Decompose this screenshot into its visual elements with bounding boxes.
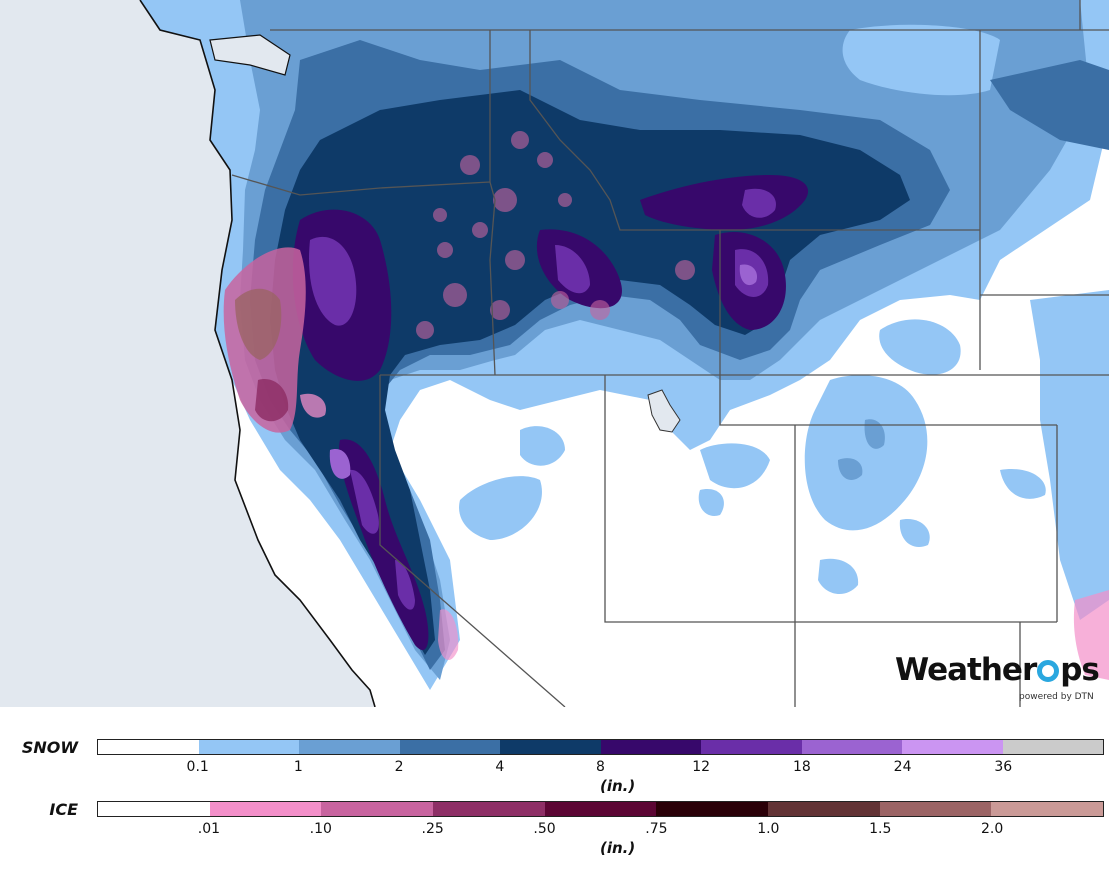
snow-legend-tick-label: 36 [994, 759, 1013, 775]
ice-legend-tick-label: 1.0 [757, 821, 780, 837]
ice-legend-tick-label: .50 [533, 821, 556, 837]
weatherops-logo: Weather ps powered by DTN [893, 652, 1105, 707]
snow-legend-cell [98, 740, 199, 754]
ice-legend-cell [209, 802, 322, 816]
state-borders [231, 0, 1109, 707]
ice-legend-cell [879, 802, 992, 816]
ice-legend-tick-label: 2.0 [980, 821, 1004, 837]
snow-legend-tick-label: 24 [893, 759, 912, 775]
snow-4-8-region [270, 90, 910, 655]
precip-map [0, 0, 1109, 707]
logo-powered-by: powered by DTN [1019, 692, 1094, 702]
map-panel: Weather ps powered by DTN [0, 0, 1109, 707]
ice-legend-bar [97, 801, 1104, 817]
logo-text-suffix: ps [1060, 652, 1100, 688]
snow-legend-cell [1002, 740, 1103, 754]
snow-legend-cell [198, 740, 299, 754]
ice-legend-cell [433, 802, 545, 816]
puget-sound [209, 34, 291, 76]
ice-scatter [416, 131, 695, 339]
ice-legend-cell [656, 802, 769, 816]
snow-legend-tick-label: 18 [792, 759, 811, 775]
snow-legend-cell [399, 740, 500, 754]
snow-legend-tick-label: 2 [394, 759, 404, 775]
snow-legend-cell [701, 740, 802, 754]
snow-legend-cell [299, 740, 400, 754]
ice-legend-cell [991, 802, 1104, 816]
logo-wordmark: Weather ps [895, 652, 1100, 688]
snow-18-24-region [329, 264, 758, 479]
snow-legend-bar [97, 739, 1104, 755]
snow-unit-label: (in.) [600, 777, 636, 795]
snow-legend-cell [801, 740, 902, 754]
logo-o-icon [1037, 660, 1060, 682]
ice-legend-cell [98, 802, 210, 816]
snow-legend-cell [500, 740, 601, 754]
ice-legend-cell [544, 802, 657, 816]
snow-legend-tick-label: 0.1 [186, 759, 209, 775]
ocean [0, 0, 375, 707]
ice-region [223, 247, 1109, 680]
snow-legend-cell [902, 740, 1003, 754]
ice-legend-tick-label: .75 [645, 821, 668, 837]
ice-legend-cell [768, 802, 880, 816]
ice-legend-tick-label: .01 [197, 821, 221, 837]
ice-legend-tick-label: 1.5 [869, 821, 892, 837]
snow-legend-tick-label: 4 [495, 759, 505, 775]
ice-legend-tick-label: .10 [309, 821, 332, 837]
snow-legend-cell [600, 740, 701, 754]
snow-legend-tick-label: 8 [596, 759, 605, 775]
logo-text-prefix: Weather [895, 652, 1037, 688]
ice-legend-tick-label: .25 [421, 821, 444, 837]
snow-legend-tick-label: 12 [692, 759, 711, 775]
coastline [139, 0, 376, 707]
ice-unit-label: (in.) [600, 839, 636, 857]
ice-legend-cell [321, 802, 434, 816]
ice-legend-label: ICE [49, 800, 78, 819]
snow-legend-tick-label: 1 [293, 759, 303, 775]
great-salt-lake [647, 389, 681, 433]
snow-legend-label: SNOW [21, 738, 78, 757]
